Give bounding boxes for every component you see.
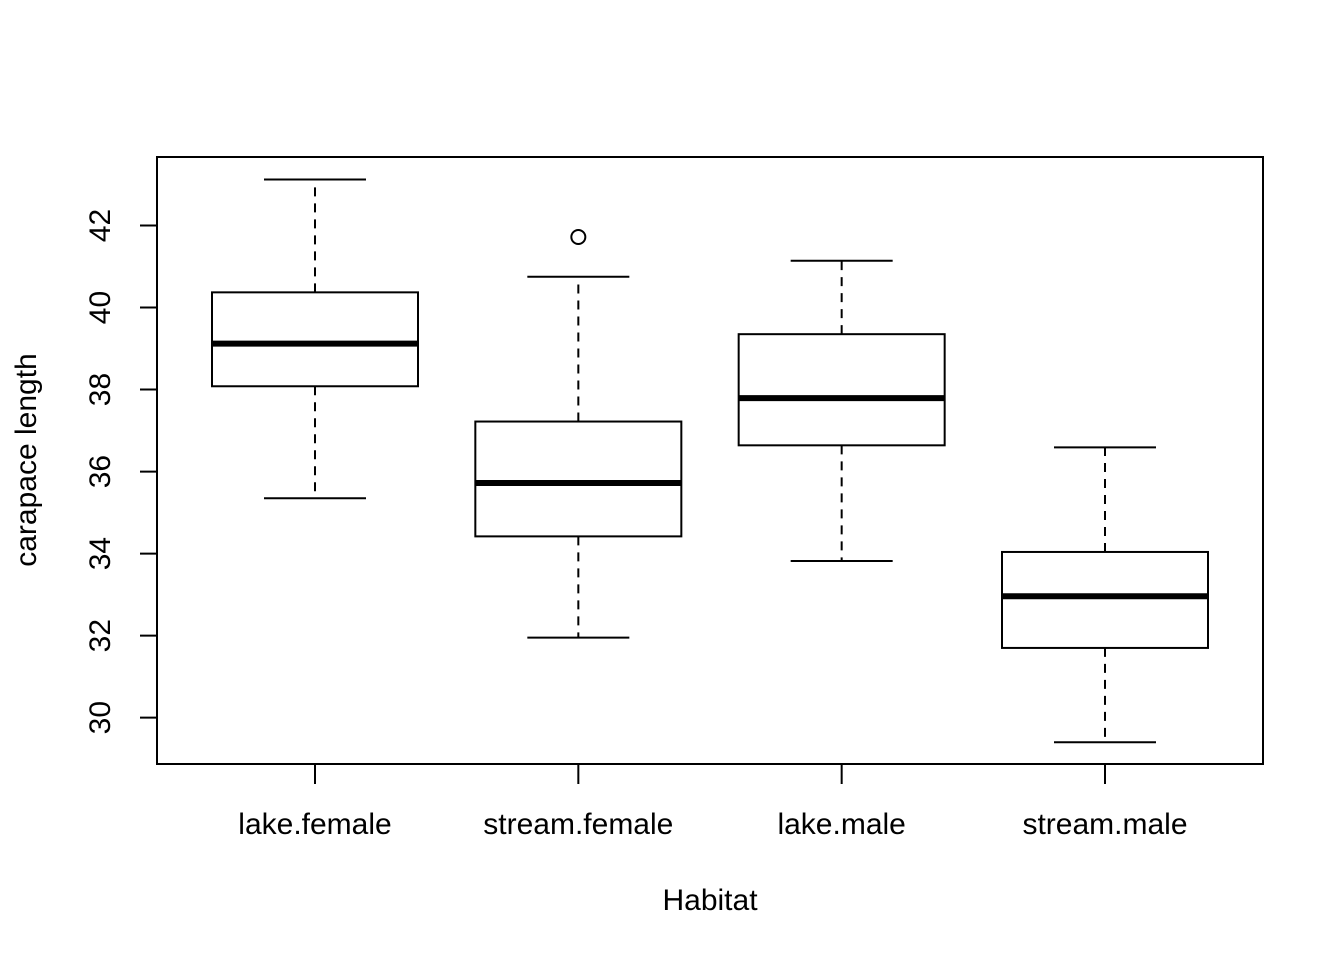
x-tick-label: lake.male [777,808,905,841]
y-tick-label: 34 [84,537,117,570]
boxes-layer [211,178,1209,744]
x-tick-label: stream.female [483,808,673,841]
iqr-box [1001,550,1209,649]
y-tick-label: 32 [84,619,117,652]
y-axis-label: carapace length [10,353,43,567]
y-tick-label: 38 [84,373,117,406]
x-tick-label: lake.female [238,808,391,841]
y-tick-label: 30 [84,701,117,734]
outlier-point [570,228,587,245]
box-lake.male [737,259,946,562]
plot-frame [156,156,1264,765]
iqr-box [737,333,946,447]
y-tick-label: 40 [84,291,117,324]
x-axis: lake.female stream.female lake.male stream.… [238,764,1188,841]
box-lake.female [211,178,419,500]
y-axis: 30 32 34 36 38 40 42 [84,209,158,734]
y-tick-label: 36 [84,455,117,488]
box-stream.male [1001,446,1209,744]
x-tick-label: stream.male [1022,808,1187,841]
box-stream.female [474,228,683,639]
y-tick-label: 42 [84,209,117,242]
iqr-box [211,291,419,388]
x-axis-label: Habitat [662,884,758,917]
iqr-box [474,420,683,538]
